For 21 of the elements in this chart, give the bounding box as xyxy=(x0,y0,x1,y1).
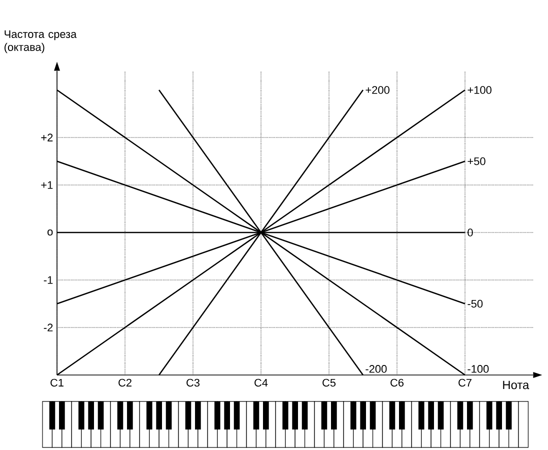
series-label: -50 xyxy=(468,300,483,308)
x-axis-title: Нота xyxy=(503,380,530,390)
series-label: +50 xyxy=(468,157,486,166)
x-tick-label: C1 xyxy=(50,378,64,387)
y-tick-label: +1 xyxy=(41,181,53,189)
y-tick-label: -2 xyxy=(44,324,53,332)
x-tick-label: C5 xyxy=(322,378,336,387)
series-label: +100 xyxy=(468,86,492,94)
y-tick-label: +2 xyxy=(41,134,53,142)
series-label: -100 xyxy=(468,365,489,373)
x-tick-label: C4 xyxy=(254,378,268,387)
x-tick-label: C7 xyxy=(458,378,472,387)
x-tick-label: C2 xyxy=(118,378,132,387)
y-tick-label: o xyxy=(48,229,53,236)
series-label: -200 xyxy=(366,365,387,373)
y-tick-label: -1 xyxy=(44,276,53,284)
x-tick-label: C6 xyxy=(390,378,404,387)
y-axis-title: Частота среза (октава) xyxy=(4,30,77,54)
x-tick-label: C3 xyxy=(186,378,200,387)
series-label: +200 xyxy=(366,86,390,94)
series-label: 0 xyxy=(468,228,473,236)
